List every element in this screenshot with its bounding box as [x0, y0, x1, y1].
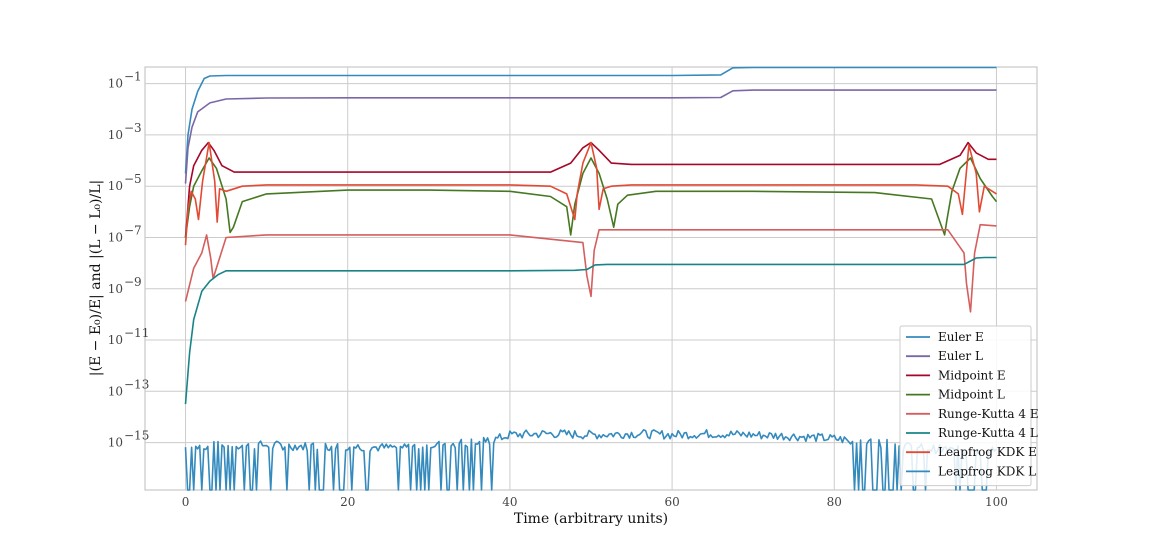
x-tick-label: 60 — [664, 495, 679, 509]
legend-entry: Midpoint L — [938, 388, 1005, 402]
y-tick-label: 10 — [108, 128, 123, 142]
y-tick-label: 10 — [108, 384, 123, 398]
y-tick-exponent: −11 — [124, 326, 149, 340]
y-tick-label: 10 — [108, 282, 123, 296]
y-tick-exponent: −9 — [124, 275, 142, 289]
y-tick-label: 10 — [108, 333, 123, 347]
y-tick-exponent: −5 — [124, 172, 142, 186]
y-tick-label: 10 — [108, 436, 123, 450]
y-tick-exponent: −1 — [124, 70, 142, 84]
y-tick-exponent: −3 — [124, 121, 142, 135]
legend-entry: Euler E — [938, 330, 984, 344]
y-tick-label: 10 — [108, 179, 123, 193]
legend-entry: Runge-Kutta 4 E — [938, 407, 1039, 421]
legend: Euler E Euler L Midpoint E Midpoint L Runge-… — [900, 326, 1039, 486]
legend-entry: Euler L — [938, 349, 983, 363]
x-tick-label: 80 — [827, 495, 842, 509]
legend-entry: Leapfrog KDK E — [938, 445, 1037, 459]
y-axis-label: |(E − E₀)/E| and |(L − L₀)/L| — [88, 180, 104, 376]
x-tick-label: 0 — [182, 495, 190, 509]
legend-entry: Leapfrog KDK L — [938, 464, 1036, 478]
y-tick-exponent: −15 — [124, 429, 149, 443]
y-tick-exponent: −13 — [124, 377, 149, 391]
legend-entry: Midpoint E — [938, 368, 1006, 382]
y-tick-label: 10 — [108, 230, 123, 244]
x-tick-label: 20 — [340, 495, 355, 509]
x-axis-label: Time (arbitrary units) — [514, 511, 668, 527]
x-tick-label: 40 — [502, 495, 517, 509]
x-tick-label: 100 — [985, 495, 1008, 509]
legend-entry: Runge-Kutta 4 L — [938, 426, 1038, 440]
y-tick-exponent: −7 — [124, 223, 142, 237]
y-tick-label: 10 — [108, 77, 123, 91]
